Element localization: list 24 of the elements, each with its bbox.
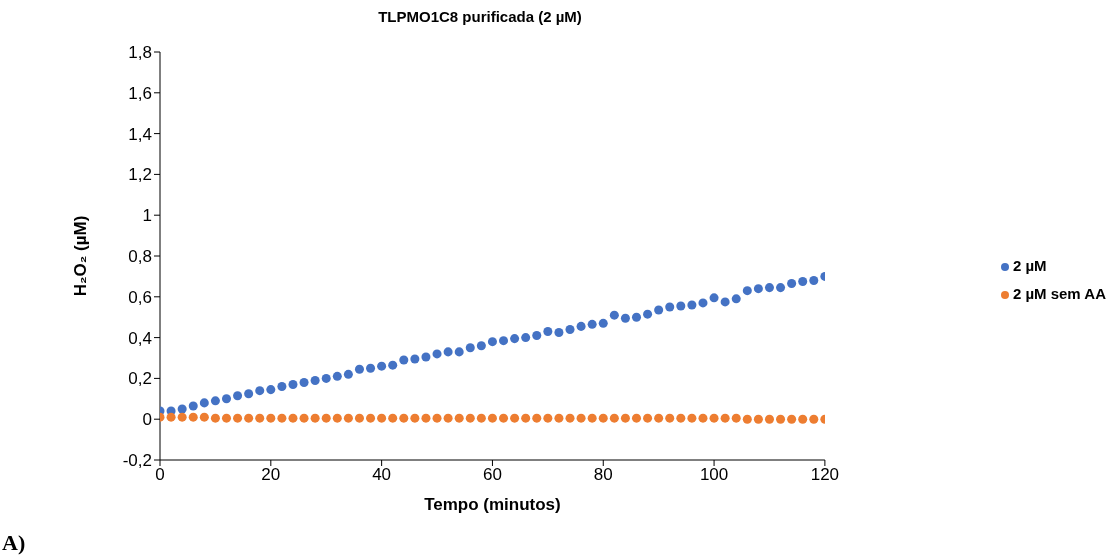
x-tick-label: 20 xyxy=(261,465,281,485)
y-tick-label: 1,2 xyxy=(128,165,152,185)
x-tick-label: 80 xyxy=(593,465,613,485)
x-tick-label: 40 xyxy=(372,465,392,485)
y-tick-label: 0,8 xyxy=(128,247,152,267)
y-tick-label: 1,6 xyxy=(128,83,152,103)
y-tick-label: -0,2 xyxy=(122,451,152,471)
x-tick-label: 120 xyxy=(810,465,840,485)
y-axis-title: H₂O₂ (µM) xyxy=(71,215,91,297)
y-tick-label: 0 xyxy=(142,410,152,430)
y-tick-label: 1,8 xyxy=(128,43,152,63)
y-tick-label: 0,4 xyxy=(128,328,152,348)
y-tick-label: 1 xyxy=(142,206,152,226)
x-tick-label: 100 xyxy=(699,465,729,485)
x-tick-label: 60 xyxy=(482,465,502,485)
y-tick-label: 1,4 xyxy=(128,124,152,144)
x-tick-label: 0 xyxy=(155,465,165,485)
legend-label: 2 µM sem AA xyxy=(1012,285,1106,302)
y-tick-label: 0,2 xyxy=(128,369,152,389)
y-tick-label: 0,6 xyxy=(128,287,152,307)
text: A) xyxy=(2,530,26,556)
legend-label: 2 µM xyxy=(1012,257,1047,274)
x-axis-title: Tempo (minutos) xyxy=(424,495,561,514)
chart-title: TLPMO1C8 purificada (2 µM) xyxy=(377,8,583,25)
